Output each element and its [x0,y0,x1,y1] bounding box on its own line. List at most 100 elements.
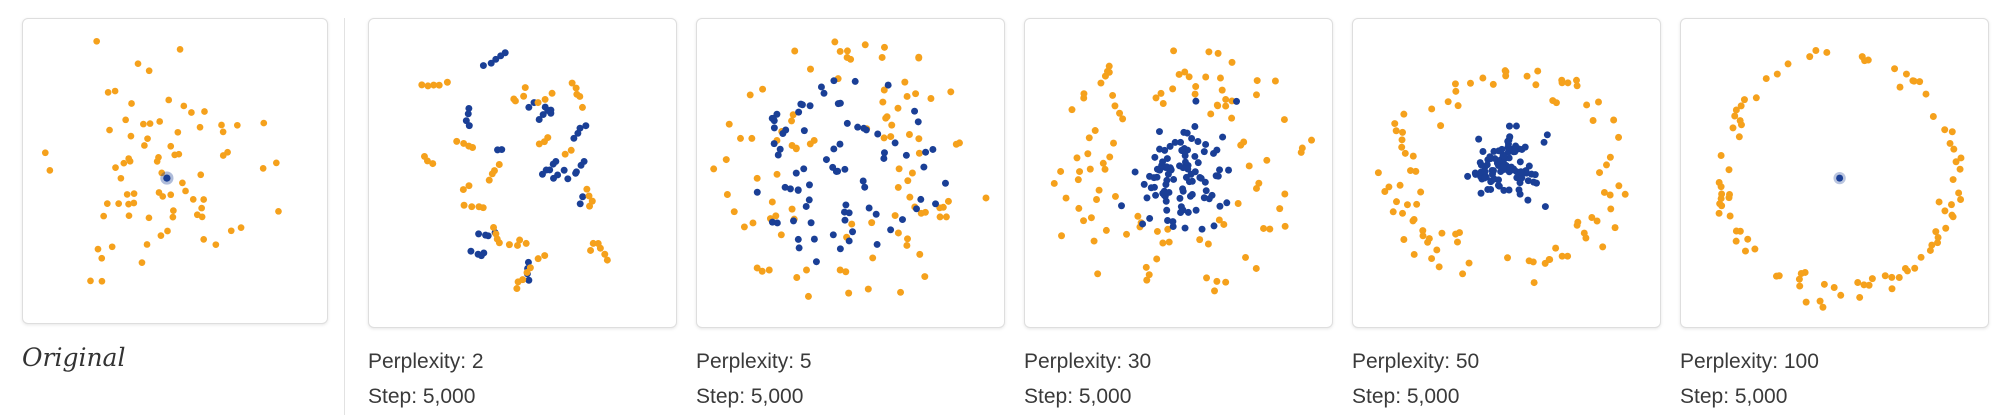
inner-cluster-point [795,108,803,116]
outer-ring-point [788,117,796,125]
outer-ring-point [1725,194,1733,202]
inner-cluster-point [163,174,171,182]
outer-ring-point [488,170,496,178]
plot-card-perplexity-30[interactable] [1024,18,1333,328]
inner-cluster-point [1184,208,1192,216]
outer-ring-point [1101,72,1109,80]
outer-ring-point [188,109,195,116]
outer-ring-point [901,78,909,86]
inner-cluster-point [854,123,862,131]
outer-ring-point [848,220,856,228]
outer-ring-point [1948,128,1956,136]
outer-ring-point [1412,167,1420,175]
inner-cluster-point [781,183,789,191]
outer-ring-point [1419,227,1427,235]
outer-ring-point [535,140,543,148]
outer-ring-point [1145,271,1153,279]
inner-cluster-point [1499,164,1507,172]
outer-ring-point [117,174,125,182]
outer-ring-point [541,95,549,103]
outer-ring-point [1564,79,1572,87]
original-plot-card[interactable] [22,18,328,324]
outer-ring-point [1621,190,1629,198]
plot-card-perplexity-100[interactable] [1680,18,1989,328]
outer-ring-point [1928,241,1936,249]
plot-card-perplexity-2[interactable] [368,18,677,328]
outer-ring-point [1929,113,1937,120]
plot-card-perplexity-5[interactable] [696,18,1005,328]
inner-cluster-point [1118,202,1125,210]
outer-ring-point [1854,279,1862,286]
outer-ring-point [1816,297,1824,305]
inner-cluster-point [768,218,776,226]
outer-ring-point [894,104,902,112]
outer-ring-point [1751,245,1759,253]
outer-ring-point [259,165,267,172]
outer-ring-point [1220,220,1228,228]
inner-cluster-point [467,247,475,255]
inner-cluster-point [1185,178,1193,186]
outer-ring-point [895,165,903,173]
outer-ring-point [1593,217,1601,225]
outer-ring-point [1558,252,1566,260]
outer-ring-point [1109,91,1117,99]
inner-cluster-point [1518,145,1526,153]
inner-cluster-point [1223,199,1231,207]
outer-ring-point [1058,232,1066,240]
outer-ring-point [1245,162,1253,170]
inner-cluster-point [1153,173,1161,181]
outer-ring-point [583,185,591,193]
inner-cluster-point [873,240,881,248]
inner-cluster-point [1500,152,1508,160]
inner-cluster-point [480,249,488,257]
outer-ring-point [1204,240,1212,248]
inner-cluster-point [497,52,505,60]
inner-cluster-point [1162,197,1170,205]
inner-cluster-point [1165,188,1173,196]
outer-ring-point [1393,198,1400,206]
outer-ring-point [198,204,205,212]
inner-cluster-point [810,235,818,243]
inner-cluster-point [1181,224,1189,232]
outer-ring-point [740,223,748,231]
outer-ring-point [1891,65,1899,73]
outer-ring-point [880,86,888,94]
outer-ring-point [878,53,886,61]
plot-card-perplexity-50[interactable] [1352,18,1661,328]
inner-cluster-point [770,140,778,148]
outer-ring-point [1934,239,1942,247]
outer-ring-point [1736,227,1744,235]
inner-cluster-point [525,103,533,111]
outer-ring-point [1075,204,1083,212]
outer-ring-point [1599,243,1607,251]
inner-cluster-point [494,146,502,154]
outer-ring-point [127,132,135,140]
outer-ring-point [453,137,461,145]
inner-cluster-point [525,276,533,284]
outer-ring-point [1819,303,1827,311]
outer-ring-point [104,89,112,96]
inner-cluster-point [1836,174,1844,182]
scatter-plot-perplexity-5 [710,38,990,300]
inner-cluster-point [859,177,867,185]
outer-ring-point [1504,254,1512,262]
outer-ring-point [1573,76,1580,84]
inner-cluster-point [1513,174,1521,182]
outer-ring-point [1916,78,1924,86]
inner-cluster-point [1524,196,1532,204]
outer-ring-point [1116,109,1124,117]
outer-ring-point [108,243,116,251]
inner-cluster-point [1191,152,1199,160]
outer-ring-point [1308,136,1316,144]
outer-ring-point [1955,189,1963,197]
outer-ring-point [485,176,493,184]
outer-ring-point [460,139,468,147]
outer-ring-point [1795,275,1803,283]
outer-ring-point [1502,72,1510,80]
outer-ring-point [905,131,913,139]
inner-cluster-point [1159,189,1167,197]
inner-cluster-point [1177,138,1185,146]
inner-cluster-point [577,161,585,169]
outer-ring-point [1205,48,1213,56]
outer-ring-point [773,170,781,178]
